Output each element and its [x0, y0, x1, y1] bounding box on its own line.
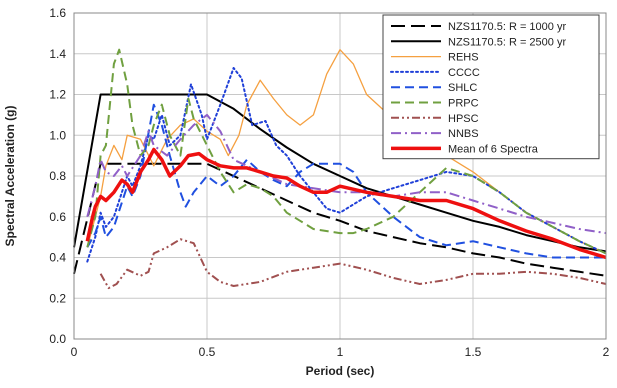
legend-label-0: NZS1170.5: R = 1000 yr [448, 21, 566, 33]
y-tick-label: 0.4 [49, 251, 66, 265]
legend-label-5: PRPC [448, 98, 479, 110]
series-line-4 [86, 103, 606, 259]
series-line-7 [86, 113, 607, 235]
series-line-5 [86, 48, 607, 255]
y-tick-label: 1.2 [49, 88, 66, 102]
legend-label-4: SHLC [448, 82, 477, 94]
series-line-3 [86, 67, 607, 263]
legend: NZS1170.5: R = 1000 yr NZS1170.5: R = 250… [382, 14, 600, 160]
axes: 0 0.5 1 1.5 2 0.0 0.2 0.4 0.6 0.8 1.0 1.2 1.4 1.6 [49, 6, 609, 359]
y-tick-label: 1.4 [49, 47, 66, 61]
series-line-8 [85, 147, 607, 260]
legend-label-3: CCCC [448, 67, 480, 79]
series-line-0 [73, 162, 607, 277]
x-tick-label: 2 [603, 345, 610, 359]
legend-label-8: Mean of 6 Spectra [448, 143, 539, 155]
data-series [73, 48, 607, 290]
legend-label-7: NNBS [448, 128, 479, 140]
y-tick-label: 0.6 [49, 210, 66, 224]
plot-frame [73, 12, 607, 340]
y-tick-label: 0.2 [49, 291, 66, 305]
x-tick-label: 1 [337, 345, 344, 359]
legend-label-2: REHS [448, 52, 479, 64]
y-tick-label: 1.0 [49, 128, 66, 142]
x-tick-label: 0 [71, 345, 78, 359]
legend-label-6: HPSC [448, 113, 479, 125]
y-tick-label: 1.6 [49, 6, 66, 20]
y-tick-label: 0.8 [49, 169, 66, 183]
series-line-2 [86, 49, 607, 254]
y-axis-title: Spectral Acceleration (g) [3, 106, 17, 247]
legend-label-1: NZS1170.5: R = 2500 yr [448, 36, 566, 48]
x-tick-label: 1.5 [465, 345, 482, 359]
y-tick-label: 0.0 [49, 332, 66, 346]
x-tick-label: 0.5 [199, 345, 216, 359]
x-axis-title: Period (sec) [306, 364, 375, 378]
